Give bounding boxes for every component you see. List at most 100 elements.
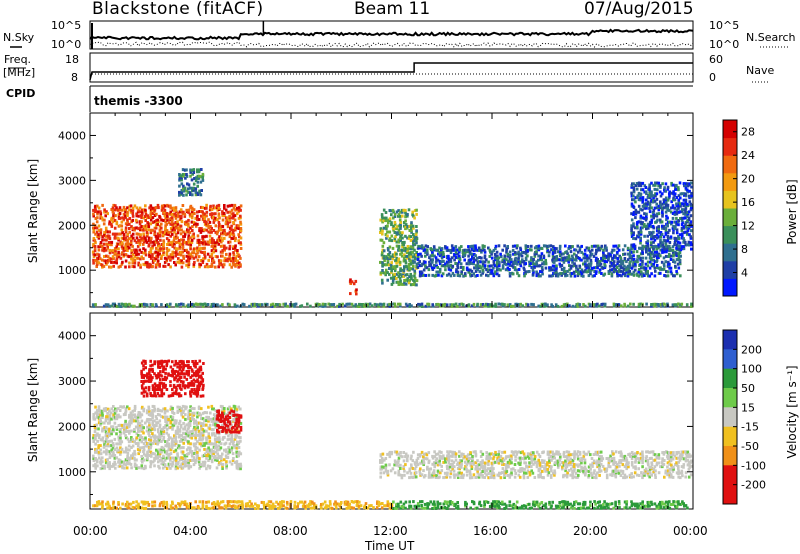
vel-echo-cell: [165, 449, 169, 453]
power-echo-cell: [550, 248, 553, 252]
vel-echo-cell: [108, 461, 111, 464]
vel-echo-cell: [214, 425, 218, 429]
power-echo-cell: [408, 255, 411, 259]
power-echo-cell: [518, 252, 521, 256]
power-echo-cell: [404, 278, 408, 282]
vel-echo-cell: [146, 372, 149, 376]
power-echo-cell: [645, 250, 648, 254]
power-echo-cell: [237, 208, 241, 212]
power-echo-cell: [690, 206, 693, 210]
vel-echo-cell: [129, 462, 133, 466]
power-echo-cell: [191, 255, 194, 259]
power-echo-cell: [366, 304, 370, 308]
power-echo-cell: [406, 265, 409, 269]
power-echo-cell: [118, 212, 122, 215]
power-echo-cell: [126, 210, 129, 214]
vel-echo-cell: [200, 407, 203, 411]
power-echo-cell: [124, 222, 128, 226]
power-echo-cell: [641, 208, 644, 212]
power-echo-cell: [682, 212, 685, 216]
power-echo-cell: [117, 214, 121, 218]
power-echo-cell: [447, 266, 451, 270]
vel-echo-cell: [99, 423, 102, 427]
power-echo-cell: [208, 234, 212, 238]
power-echo-cell: [224, 208, 228, 212]
power-echo-cell: [588, 256, 591, 260]
power-echo-cell: [192, 220, 196, 224]
vel-echo-cell: [214, 454, 217, 458]
power-echo-cell: [470, 261, 474, 265]
vel-echo-cell: [198, 433, 201, 437]
power-echo-cell: [662, 198, 666, 202]
power-echo-cell: [111, 232, 115, 236]
power-echo-cell: [413, 254, 417, 258]
power-echo-cell: [121, 231, 124, 234]
vel-echo-cell: [158, 452, 162, 456]
power-echo-cell: [657, 228, 660, 232]
vel-echo-cell: [137, 429, 140, 433]
power-echo-cell: [678, 251, 682, 254]
vel-echo-cell: [137, 466, 141, 470]
power-echo-cell: [418, 260, 421, 264]
vel-echo-cell: [185, 370, 189, 373]
power-echo-cell: [585, 254, 589, 258]
power-echo-cell: [632, 188, 636, 192]
power-echo-cell: [117, 232, 121, 236]
vel-echo-cell: [218, 440, 221, 444]
power-echo-cell: [438, 270, 442, 274]
power-echo-cell: [589, 262, 593, 266]
power-echo-cell: [510, 264, 514, 268]
vel-echo-cell: [189, 430, 192, 434]
vel-echo-cell: [113, 421, 117, 425]
power-echo-cell: [629, 302, 632, 306]
power-echo-cell: [412, 233, 415, 236]
power-echo-cell: [156, 236, 160, 240]
vel-echo-cell: [110, 448, 113, 452]
power-echo-cell: [568, 268, 571, 272]
power-echo-cell: [649, 241, 653, 245]
vel-echo-cell: [124, 407, 128, 411]
power-echo-cell: [639, 192, 643, 196]
vel-echo-cell: [182, 462, 185, 466]
power-echo-cell: [662, 302, 666, 306]
vel-echo-cell: [194, 445, 197, 449]
power-echo-cell: [404, 259, 407, 263]
power-echo-cell: [601, 302, 605, 306]
power-echo-cell: [417, 253, 420, 256]
power-echo-cell: [210, 249, 214, 253]
power-echo-cell: [675, 208, 679, 212]
power-echo-cell: [158, 249, 162, 253]
power-echo-cell: [147, 225, 151, 228]
power-echo-cell: [221, 263, 224, 267]
vel-echo-cell: [121, 464, 124, 468]
power-echo-cell: [675, 237, 678, 241]
vel-echo-cell: [226, 450, 230, 454]
power-echo-cell: [191, 229, 194, 232]
power-echo-cell: [637, 302, 641, 306]
power-echo-cell: [686, 188, 689, 192]
power-echo-cell: [551, 274, 555, 278]
vel-echo-cell: [178, 444, 181, 448]
power-echo-cell: [678, 233, 682, 237]
power-echo-cell: [140, 208, 144, 212]
power-echo-cell: [214, 241, 217, 245]
power-echo-cell: [386, 257, 390, 260]
power-echo-cell: [424, 248, 427, 252]
power-echo-cell: [182, 241, 185, 245]
power-echo-cell: [185, 168, 188, 172]
power-echo-cell: [213, 244, 217, 248]
vel-echo-cell: [183, 456, 187, 460]
power-echo-cell: [544, 266, 548, 270]
power-echo-cell: [422, 268, 426, 272]
power-echo-cell: [124, 259, 128, 263]
power-echo-cell: [390, 234, 394, 238]
vel-echo-cell: [228, 432, 232, 436]
power-echo-cell: [156, 253, 160, 257]
power-echo-cell: [217, 224, 221, 228]
power-echo-cell: [184, 176, 187, 180]
power-echo-cell: [587, 266, 591, 270]
power-echo-cell: [467, 250, 470, 254]
power-echo-cell: [380, 253, 384, 257]
vel-echo-cell: [205, 423, 208, 427]
power-echo-cell: [122, 232, 126, 236]
